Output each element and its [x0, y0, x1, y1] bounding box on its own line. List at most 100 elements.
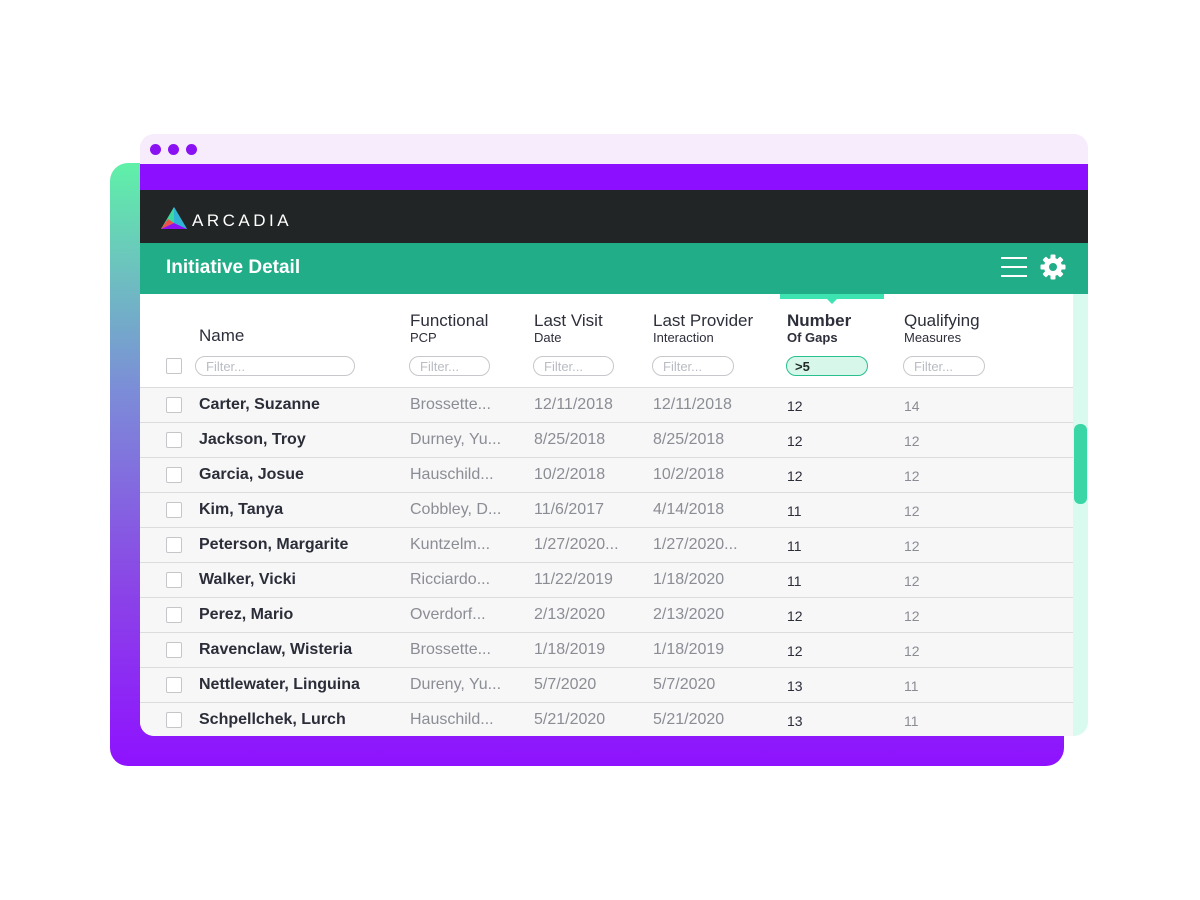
- cell-pcp: Dureny, Yu...: [410, 676, 502, 693]
- scrollbar-track[interactable]: [1073, 294, 1088, 736]
- row-checkbox[interactable]: [166, 677, 182, 693]
- cell-last-provider: 4/14/2018: [653, 501, 725, 518]
- cell-measures: 11: [904, 713, 919, 729]
- cell-name[interactable]: Garcia, Josue: [199, 466, 304, 483]
- active-sort-indicator: [780, 294, 884, 299]
- cell-measures: 11: [904, 678, 919, 694]
- cell-last-provider: 12/11/2018: [653, 396, 732, 413]
- cell-last-visit: 11/6/2017: [534, 501, 604, 518]
- table-row[interactable]: Walker, Vicki Ricciardo... 11/22/2019 1/…: [140, 562, 1073, 597]
- gaps-filter-input[interactable]: [786, 356, 868, 376]
- cell-name[interactable]: Peterson, Margarite: [199, 536, 349, 553]
- cell-gaps: 12: [787, 398, 803, 414]
- cell-pcp: Overdorf...: [410, 606, 486, 623]
- sort-caret-icon: [827, 299, 837, 304]
- cell-measures: 12: [904, 538, 920, 554]
- table-row[interactable]: Peterson, Margarite Kuntzelm... 1/27/202…: [140, 527, 1073, 562]
- cell-name[interactable]: Jackson, Troy: [199, 431, 306, 448]
- cell-last-visit: 11/22/2019: [534, 571, 613, 588]
- column-header-last-visit[interactable]: Last Visit: [534, 311, 603, 330]
- table-row[interactable]: Ravenclaw, Wisteria Brossette... 1/18/20…: [140, 632, 1073, 667]
- row-checkbox[interactable]: [166, 432, 182, 448]
- cell-name[interactable]: Carter, Suzanne: [199, 396, 320, 413]
- cell-gaps: 13: [787, 713, 803, 729]
- column-subheader-measures: Measures: [904, 330, 962, 345]
- cell-pcp: Durney, Yu...: [410, 431, 502, 448]
- gear-icon[interactable]: [1040, 254, 1066, 280]
- cell-gaps: 11: [787, 573, 802, 589]
- row-checkbox[interactable]: [166, 397, 182, 413]
- row-checkbox[interactable]: [166, 572, 182, 588]
- pcp-filter-input[interactable]: [409, 356, 490, 376]
- table-row[interactable]: Jackson, Troy Durney, Yu... 8/25/2018 8/…: [140, 422, 1073, 457]
- column-subheader-of-gaps: Of Gaps: [787, 330, 838, 345]
- cell-last-provider: 2/13/2020: [653, 606, 725, 623]
- column-header-last-provider[interactable]: Last Provider: [653, 311, 754, 330]
- cell-gaps: 12: [787, 433, 803, 449]
- cell-pcp: Hauschild...: [410, 466, 494, 483]
- table-header: Name Functional PCP Last Visit Date Last…: [140, 294, 1073, 387]
- brand-name[interactable]: ARCADIA: [192, 211, 293, 230]
- cell-measures: 12: [904, 608, 920, 624]
- cell-last-visit: 8/25/2018: [534, 431, 606, 448]
- cell-name[interactable]: Walker, Vicki: [199, 571, 296, 588]
- name-filter-input[interactable]: [195, 356, 355, 376]
- row-checkbox[interactable]: [166, 712, 182, 728]
- column-header-number[interactable]: Number: [787, 311, 852, 330]
- cell-last-visit: 1/27/2020...: [534, 536, 619, 553]
- cell-pcp: Cobbley, D...: [410, 501, 502, 518]
- column-header-name[interactable]: Name: [199, 326, 245, 345]
- cell-name[interactable]: Kim, Tanya: [199, 501, 284, 518]
- select-all-checkbox[interactable]: [166, 358, 182, 374]
- row-checkbox[interactable]: [166, 607, 182, 623]
- row-checkbox[interactable]: [166, 467, 182, 483]
- cell-last-provider: 5/7/2020: [653, 676, 716, 693]
- table-row[interactable]: Kim, Tanya Cobbley, D... 11/6/2017 4/14/…: [140, 492, 1073, 527]
- cell-pcp: Brossette...: [410, 641, 491, 658]
- cell-last-provider: 1/18/2019: [653, 641, 725, 658]
- page-title: Initiative Detail: [166, 257, 301, 278]
- last-provider-filter-input[interactable]: [652, 356, 734, 376]
- column-header-qualifying[interactable]: Qualifying: [904, 311, 980, 330]
- cell-gaps: 12: [787, 608, 803, 624]
- table-row[interactable]: Schpellchek, Lurch Hauschild... 5/21/202…: [140, 702, 1073, 736]
- brand-stripe: [140, 164, 1088, 190]
- cell-name[interactable]: Nettlewater, Linguina: [199, 676, 360, 693]
- table-row[interactable]: Nettlewater, Linguina Dureny, Yu... 5/7/…: [140, 667, 1073, 702]
- app-window: ARCADIA Initiative Detail Name Fu: [140, 134, 1088, 736]
- cell-name[interactable]: Perez, Mario: [199, 606, 294, 623]
- last-visit-filter-input[interactable]: [533, 356, 614, 376]
- cell-last-provider: 1/18/2020: [653, 571, 725, 588]
- arcadia-logo-icon: [161, 207, 187, 229]
- cell-measures: 12: [904, 573, 920, 589]
- measures-filter-input[interactable]: [903, 356, 985, 376]
- window-dot-icon: [168, 144, 179, 155]
- table-row[interactable]: Carter, Suzanne Brossette... 12/11/2018 …: [140, 387, 1073, 422]
- cell-last-visit: 1/18/2019: [534, 641, 606, 658]
- cell-name[interactable]: Schpellchek, Lurch: [199, 711, 346, 728]
- window-titlebar: [140, 134, 1088, 164]
- cell-measures: 14: [904, 398, 920, 414]
- row-checkbox[interactable]: [166, 502, 182, 518]
- column-header-functional[interactable]: Functional: [410, 311, 489, 330]
- column-subheader-pcp: PCP: [410, 330, 437, 345]
- top-navigation-bar: ARCADIA: [140, 190, 1088, 243]
- hamburger-menu-icon[interactable]: [1001, 255, 1027, 279]
- scrollbar-thumb[interactable]: [1074, 424, 1087, 504]
- table-row[interactable]: Garcia, Josue Hauschild... 10/2/2018 10/…: [140, 457, 1073, 492]
- cell-last-visit: 12/11/2018: [534, 396, 613, 413]
- cell-measures: 12: [904, 468, 920, 484]
- table-row[interactable]: Perez, Mario Overdorf... 2/13/2020 2/13/…: [140, 597, 1073, 632]
- cell-measures: 12: [904, 643, 920, 659]
- cell-pcp: Ricciardo...: [410, 571, 491, 588]
- column-subheader-date: Date: [534, 330, 562, 345]
- cell-last-provider: 8/25/2018: [653, 431, 725, 448]
- row-checkbox[interactable]: [166, 642, 182, 658]
- cell-measures: 12: [904, 503, 920, 519]
- page-header-bar: Initiative Detail: [140, 243, 1088, 294]
- row-checkbox[interactable]: [166, 537, 182, 553]
- cell-gaps: 12: [787, 643, 803, 659]
- cell-name[interactable]: Ravenclaw, Wisteria: [199, 641, 353, 658]
- cell-pcp: Hauschild...: [410, 711, 494, 728]
- cell-last-visit: 5/21/2020: [534, 711, 606, 728]
